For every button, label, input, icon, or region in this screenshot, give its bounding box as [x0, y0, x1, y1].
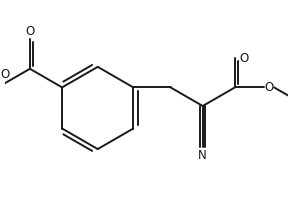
Text: O: O	[25, 25, 34, 38]
Text: O: O	[1, 68, 10, 81]
Text: O: O	[264, 81, 274, 94]
Text: N: N	[198, 149, 207, 162]
Text: O: O	[239, 51, 248, 65]
